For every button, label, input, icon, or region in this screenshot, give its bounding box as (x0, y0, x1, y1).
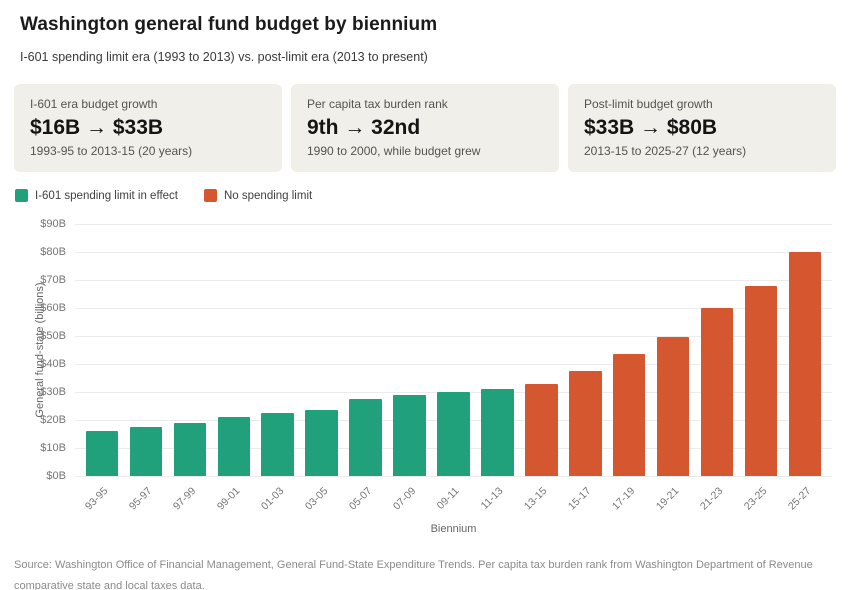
bar-17-19 (612, 354, 646, 476)
legend-item-limit-era: I-601 spending limit in effect (15, 189, 178, 202)
bar-15-17 (569, 371, 602, 476)
stat-card-value: $16B → $33B (30, 116, 164, 139)
gridline (75, 336, 832, 337)
bar-99-01 (217, 417, 251, 476)
y-tick-label: $70B (40, 274, 66, 286)
stat-card-label: Post-limit budget growth (584, 97, 713, 111)
stat-card-value: 9th → 32nd (307, 116, 421, 139)
stat-cards: I-601 era budget growth $16B → $33B 1993… (14, 84, 836, 172)
bar-05-07 (349, 399, 382, 476)
page-subtitle: I-601 spending limit era (1993 to 2013) … (20, 50, 428, 64)
bar-slot: 99-01 (212, 224, 256, 512)
gridline (75, 224, 832, 225)
bar-slot: 09-11 (432, 224, 476, 512)
chart-legend: I-601 spending limit in effect No spendi… (15, 189, 836, 202)
x-axis-title: Biennium (430, 523, 477, 535)
bar-11-13 (481, 389, 514, 476)
plot-area: 93-95 95-97 97-99 99-01 01-03 03-05 05-07 07-09… (40, 218, 832, 512)
x-tick-label: 23-25 (742, 485, 770, 513)
x-tick-label: 03-05 (302, 485, 331, 513)
x-tick-label: 09-11 (435, 485, 462, 512)
stat-card-tax-burden-rank: Per capita tax burden rank 9th → 32nd 19… (291, 84, 559, 172)
bar-slot: 01-03 (256, 224, 300, 512)
budget-bar-chart: General fund-state (billions) 93-95 95-97… (14, 211, 836, 543)
source-note: Source: Washington Office of Financial M… (14, 559, 813, 590)
bar-slot: 19-21 (651, 224, 695, 512)
gridline (75, 364, 832, 365)
x-tick-label: 99-01 (214, 485, 243, 513)
x-tick-label: 15-17 (566, 485, 594, 513)
bar-97-99 (173, 422, 207, 476)
y-tick-label: $20B (40, 414, 66, 426)
x-tick-label: 21-23 (698, 485, 726, 513)
stat-card-label: Per capita tax burden rank (307, 97, 448, 111)
x-tick-label: 11-13 (478, 485, 506, 512)
y-tick-label: $60B (40, 302, 66, 314)
gridline (75, 252, 832, 253)
x-tick-label: 05-07 (346, 485, 375, 513)
gridline (75, 476, 832, 477)
bar-93-95 (85, 431, 119, 476)
stat-card-postlimit-growth: Post-limit budget growth $33B → $80B 201… (568, 84, 836, 172)
bar-01-03 (261, 413, 294, 476)
bar-slot: 23-25 (739, 224, 783, 512)
y-tick-label: $90B (40, 218, 66, 230)
stat-card-value: $33B → $80B (584, 116, 718, 139)
bar-slot: 17-19 (607, 224, 651, 512)
bar-slot: 95-97 (124, 224, 168, 512)
x-tick-label: 97-99 (170, 485, 199, 513)
x-tick-label: 07-09 (390, 485, 419, 513)
bar-25-27 (788, 252, 822, 476)
bar-slot: 03-05 (300, 224, 344, 512)
y-tick-label: $50B (40, 330, 66, 342)
bar-07-09 (393, 394, 426, 476)
bars-container: 93-95 95-97 97-99 99-01 01-03 03-05 05-07 07-09… (75, 224, 832, 512)
bar-slot: 21-23 (695, 224, 739, 512)
stat-card-label: I-601 era budget growth (30, 97, 158, 111)
bar-21-23 (700, 308, 734, 476)
stat-card-caption: 1990 to 2000, while budget grew (307, 144, 481, 158)
x-tick-label: 17-19 (610, 485, 638, 513)
bar-slot: 11-13 (475, 224, 519, 512)
x-tick-label: 13-15 (522, 485, 550, 513)
y-tick-label: $80B (40, 246, 66, 258)
bar-95-97 (129, 427, 163, 476)
y-tick-label: $0B (46, 470, 66, 482)
page-title: Washington general fund budget by bienni… (20, 14, 438, 35)
stat-card-caption: 2013-15 to 2025-27 (12 years) (584, 144, 747, 158)
legend-item-no-limit: No spending limit (203, 189, 313, 202)
y-tick-label: $10B (40, 442, 66, 454)
bar-slot: 25-27 (783, 224, 827, 512)
bar-slot: 13-15 (519, 224, 563, 512)
bar-slot: 07-09 (388, 224, 432, 512)
bar-slot: 93-95 (80, 224, 124, 512)
y-tick-label: $30B (40, 386, 66, 398)
bar-13-15 (525, 383, 558, 476)
legend-label: No spending limit (223, 189, 313, 202)
bar-23-25 (744, 285, 778, 476)
orange-swatch-icon (203, 189, 217, 202)
gridline (75, 308, 832, 309)
x-tick-label: 93-95 (82, 485, 111, 513)
stat-card-caption: 1993-95 to 2013-15 (20 years) (30, 144, 193, 158)
bar-slot: 05-07 (344, 224, 388, 512)
x-tick-label: 01-03 (258, 485, 287, 513)
x-tick-label: 95-97 (126, 485, 155, 513)
gridline (75, 280, 832, 281)
stat-card-i601-growth: I-601 era budget growth $16B → $33B 1993… (14, 84, 282, 172)
bar-slot: 97-99 (168, 224, 212, 512)
bar-09-11 (437, 392, 470, 476)
x-tick-label: 19-21 (654, 485, 682, 513)
bar-19-21 (656, 337, 690, 476)
x-tick-label: 25-27 (785, 485, 814, 513)
green-swatch-icon (15, 189, 28, 202)
bar-03-05 (305, 410, 338, 476)
bar-slot: 15-17 (563, 224, 607, 512)
y-tick-label: $40B (40, 358, 66, 370)
legend-label: I-601 spending limit in effect (35, 189, 178, 202)
